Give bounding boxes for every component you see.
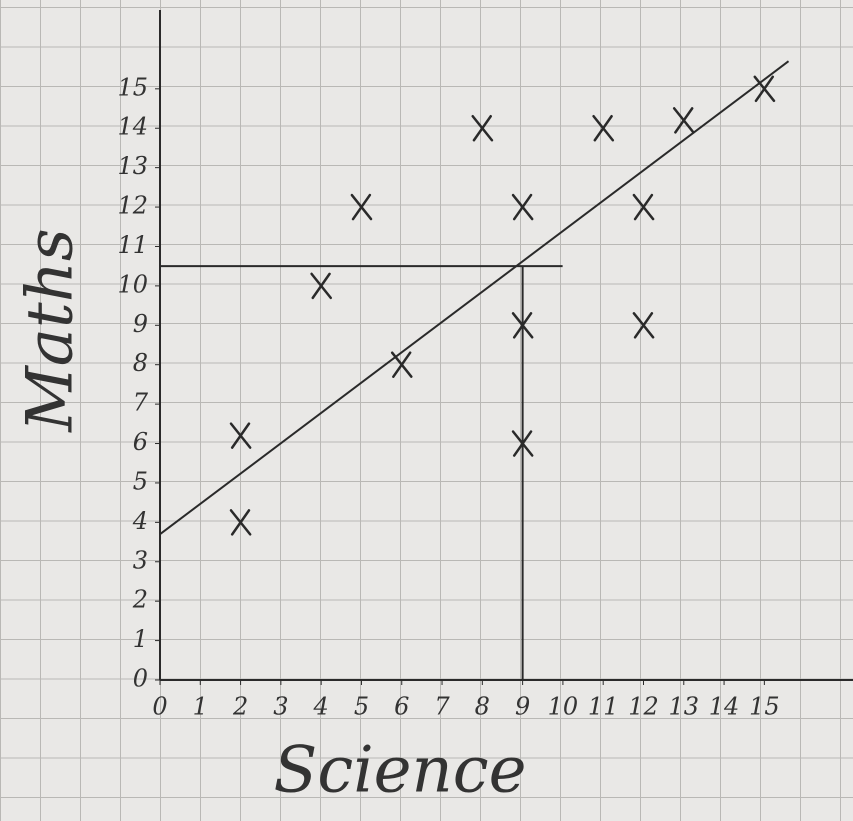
- point: [231, 424, 250, 448]
- point: [352, 195, 371, 219]
- x-tick-label: 13: [669, 693, 700, 721]
- x-axis-title: Science: [274, 734, 527, 808]
- x-tick-label: 8: [475, 693, 490, 721]
- y-tick-label: 13: [117, 152, 148, 180]
- y-tick-label: 12: [117, 192, 148, 220]
- y-tick-label: 3: [133, 546, 148, 574]
- point: [594, 116, 613, 140]
- y-axis-title: Maths: [14, 228, 88, 432]
- y-tick-label: 14: [117, 113, 148, 141]
- y-tick-label: 11: [117, 231, 148, 259]
- point: [674, 108, 693, 132]
- point: [634, 313, 653, 337]
- y-tick-label: 5: [133, 467, 148, 495]
- x-tick-label: 5: [354, 693, 369, 721]
- x-tick-label: 9: [515, 693, 530, 721]
- point: [392, 353, 411, 377]
- x-tick-label: 6: [394, 693, 409, 721]
- y-tick-label: 9: [133, 310, 148, 338]
- y-tick-label: 6: [133, 428, 148, 456]
- x-tick-label: 1: [193, 693, 208, 721]
- y-tick-label: 4: [132, 507, 148, 535]
- point: [312, 274, 331, 298]
- point: [513, 195, 532, 219]
- y-tick-label: 10: [117, 270, 148, 298]
- y-tick-label: 2: [132, 586, 148, 614]
- x-tick-label: 3: [273, 693, 288, 721]
- x-tick-label: 15: [749, 693, 780, 721]
- y-tick-label: 15: [117, 73, 148, 101]
- point: [231, 510, 250, 534]
- y-tick-label: 8: [133, 349, 148, 377]
- x-tick-label: 14: [709, 693, 740, 721]
- x-tick-label: 0: [152, 693, 167, 721]
- x-tick-label: 4: [313, 693, 329, 721]
- point: [473, 116, 492, 140]
- x-tick-label: 11: [588, 693, 619, 721]
- y-tick-label: 1: [133, 625, 148, 653]
- x-tick-label: 7: [434, 693, 450, 721]
- y-tick-label: 7: [133, 389, 149, 417]
- point: [634, 195, 653, 219]
- x-tick-label: 10: [548, 693, 579, 721]
- x-tick-label: 2: [232, 693, 248, 721]
- x-tick-label: 12: [628, 693, 659, 721]
- chart: Science Maths 01234567891011121314150123…: [0, 0, 853, 821]
- y-tick-label: 0: [133, 665, 148, 693]
- page: Science Maths 01234567891011121314150123…: [0, 0, 853, 821]
